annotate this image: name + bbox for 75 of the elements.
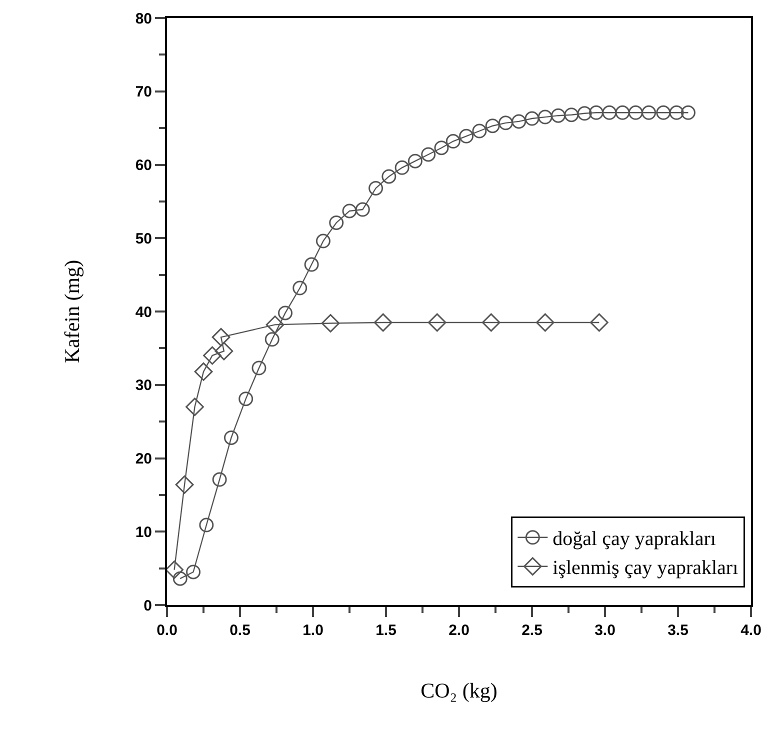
point: [428, 313, 446, 332]
point: [482, 313, 500, 332]
point: [656, 105, 671, 120]
point: [304, 257, 319, 272]
x-tick-label: 3.0: [594, 622, 616, 639]
point: [564, 108, 579, 122]
point: [498, 116, 513, 130]
y-axis-title: Kafein (mg): [60, 260, 84, 364]
point: [342, 204, 357, 218]
point: [394, 160, 410, 175]
y-tick-label: 10: [135, 524, 152, 541]
y-tick-label: 0: [144, 597, 152, 614]
point: [175, 475, 194, 494]
y-tick-label: 70: [135, 84, 152, 101]
point: [615, 105, 630, 120]
point: [368, 180, 384, 196]
point: [538, 110, 552, 124]
x-tick-label: 4.0: [740, 622, 762, 639]
point: [212, 472, 227, 487]
point: [590, 313, 608, 332]
point: [186, 398, 204, 416]
x-tick-label: 1.0: [302, 622, 324, 639]
point: [199, 518, 214, 532]
point: [355, 202, 370, 217]
point: [642, 105, 656, 120]
point: [628, 105, 643, 120]
point: [316, 234, 330, 248]
point: [680, 105, 696, 120]
point: [446, 134, 460, 149]
point: [238, 392, 254, 406]
point: [224, 430, 238, 445]
point: [588, 105, 604, 120]
point: [408, 154, 422, 168]
point: [186, 564, 201, 580]
point: [459, 128, 474, 144]
point: [524, 111, 540, 126]
point: [212, 328, 230, 346]
legend-label: işlenmiş çay yaprakları: [552, 557, 739, 580]
point: [292, 280, 308, 296]
point: [374, 313, 392, 332]
y-tick-label: 20: [135, 450, 152, 468]
point: [434, 140, 449, 156]
point: [266, 316, 284, 334]
y-tick-label: 50: [135, 230, 152, 248]
point: [252, 360, 266, 376]
y-tick-label: 40: [135, 304, 152, 321]
point: [577, 106, 592, 121]
x-tick-label: 2.0: [448, 622, 470, 639]
x-tick-label: 0.5: [230, 622, 250, 639]
point: [203, 346, 222, 365]
point: [472, 124, 487, 138]
point: [278, 306, 293, 320]
x-tick-label: 0.0: [156, 622, 178, 639]
point: [264, 332, 280, 347]
x-tick-label: 3.5: [668, 622, 688, 639]
point: [329, 215, 344, 230]
y-tick-label: 80: [135, 10, 152, 28]
point: [321, 314, 340, 332]
point: [669, 105, 684, 120]
point: [421, 147, 436, 162]
x-tick-label: 1.5: [376, 622, 396, 639]
y-tick-label: 30: [135, 377, 152, 394]
x-axis-title: CO₂ (kg): [420, 678, 498, 703]
point: [536, 313, 554, 332]
point: [512, 114, 526, 129]
point: [602, 105, 617, 120]
point: [485, 118, 500, 134]
point: [551, 108, 566, 123]
point: [214, 342, 234, 360]
point: [194, 362, 213, 381]
point: [172, 571, 188, 586]
legend-label: doğal çay yaprakları: [552, 528, 716, 550]
x-tick-label: 2.5: [522, 622, 542, 639]
point: [382, 169, 396, 184]
y-tick-label: 60: [135, 157, 152, 174]
